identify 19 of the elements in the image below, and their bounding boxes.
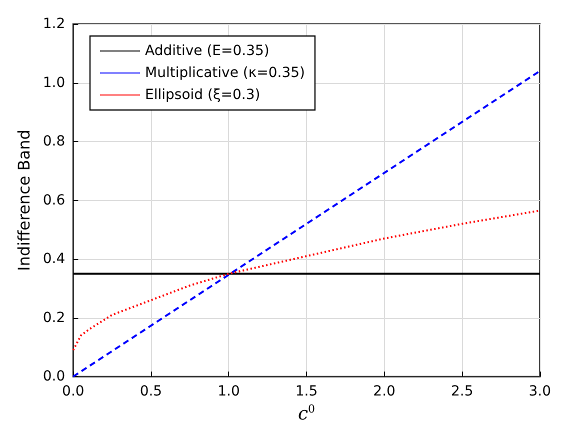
y-tick-label: 0.8 [42,134,66,150]
legend-label: Additive (E=0.35) [145,43,270,59]
legend-label: Ellipsoid (ξ=0.3) [145,87,260,103]
y-tick-label: 0.0 [42,368,66,385]
x-tick-label: 2.0 [373,384,396,400]
x-tick-label: 1.5 [295,384,318,400]
y-tick-label: 0.4 [42,251,66,268]
y-tick-label: 0.6 [42,192,66,208]
x-tick-label: 1.0 [218,384,240,400]
y-tick-label: 1.2 [42,16,66,32]
line-series [72,210,541,352]
y-tick-label: 0.2 [42,310,66,326]
y-axis-title: Indifference Band [14,130,34,271]
x-tick-label: 3.0 [528,384,551,400]
x-tick-label: 2.5 [450,384,474,400]
x-tick-label: 0.5 [140,384,162,400]
x-tick-label: 0.0 [62,384,84,400]
y-tick-label: 1.0 [42,74,66,91]
legend-label: Multiplicative (κ=0.35) [145,65,305,81]
